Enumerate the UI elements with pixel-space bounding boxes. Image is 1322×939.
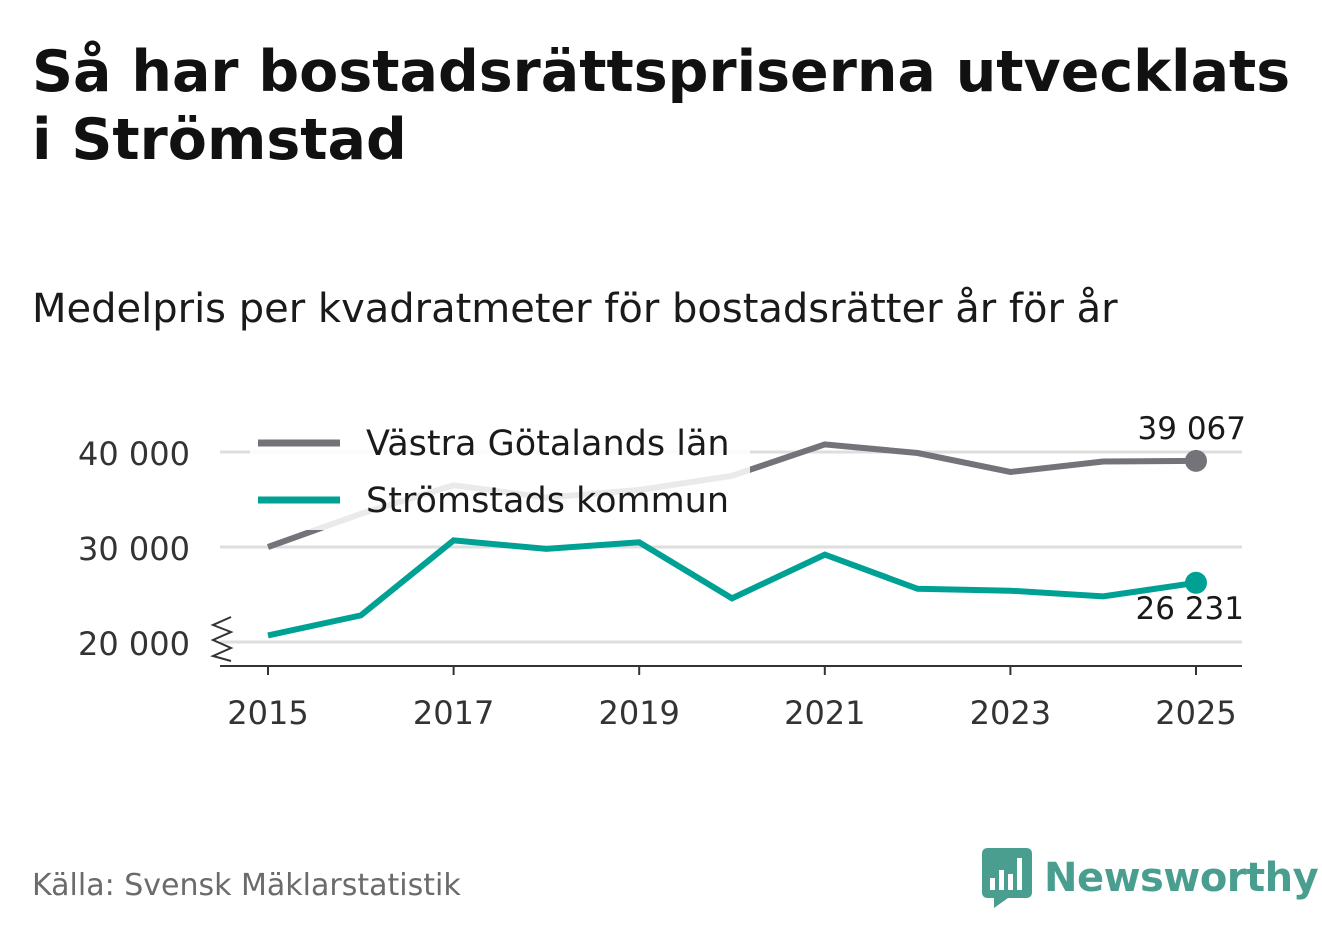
source-note: Källa: Svensk Mäklarstatistik [32, 868, 461, 903]
x-tick-label: 2025 [1155, 694, 1236, 732]
end-labels: 39 067 26 231 [1136, 411, 1246, 627]
x-axis [210, 616, 1242, 675]
series-end-marker [1185, 449, 1207, 472]
y-tick-label: 30 000 [78, 530, 190, 568]
brand-name: Newsworthy [1044, 855, 1319, 901]
x-axis-labels: 2015 2017 2019 2021 2023 2025 [227, 694, 1236, 732]
end-value-label: 39 067 [1138, 411, 1246, 447]
x-tick-label: 2021 [784, 694, 865, 732]
y-tick-label: 40 000 [78, 435, 190, 473]
x-tick-label: 2017 [413, 694, 494, 732]
legend: Västra Götalands län Strömstads kommun [250, 408, 750, 530]
axis-break-icon [210, 616, 234, 662]
y-tick-label: 20 000 [78, 625, 190, 663]
end-value-label: 26 231 [1136, 591, 1244, 627]
legend-background [250, 408, 750, 530]
bar-chart-icon [982, 848, 1032, 908]
series-end-marker [1185, 571, 1207, 594]
series-line-stromstad [267, 537, 1197, 639]
newsworthy-logo: Newsworthy [982, 848, 1319, 908]
y-axis-labels: 20 000 30 000 40 000 [78, 435, 190, 663]
chart-subtitle: Medelpris per kvadratmeter för bostadsrä… [32, 286, 1118, 332]
x-tick-label: 2015 [227, 694, 308, 732]
legend-label: Strömstads kommun [366, 481, 729, 521]
x-tick-label: 2023 [970, 694, 1051, 732]
x-tick-label: 2019 [598, 694, 679, 732]
chart-title: Så har bostadsrättspriserna utvecklats i… [32, 39, 1291, 173]
legend-label: Västra Götalands län [366, 424, 730, 464]
